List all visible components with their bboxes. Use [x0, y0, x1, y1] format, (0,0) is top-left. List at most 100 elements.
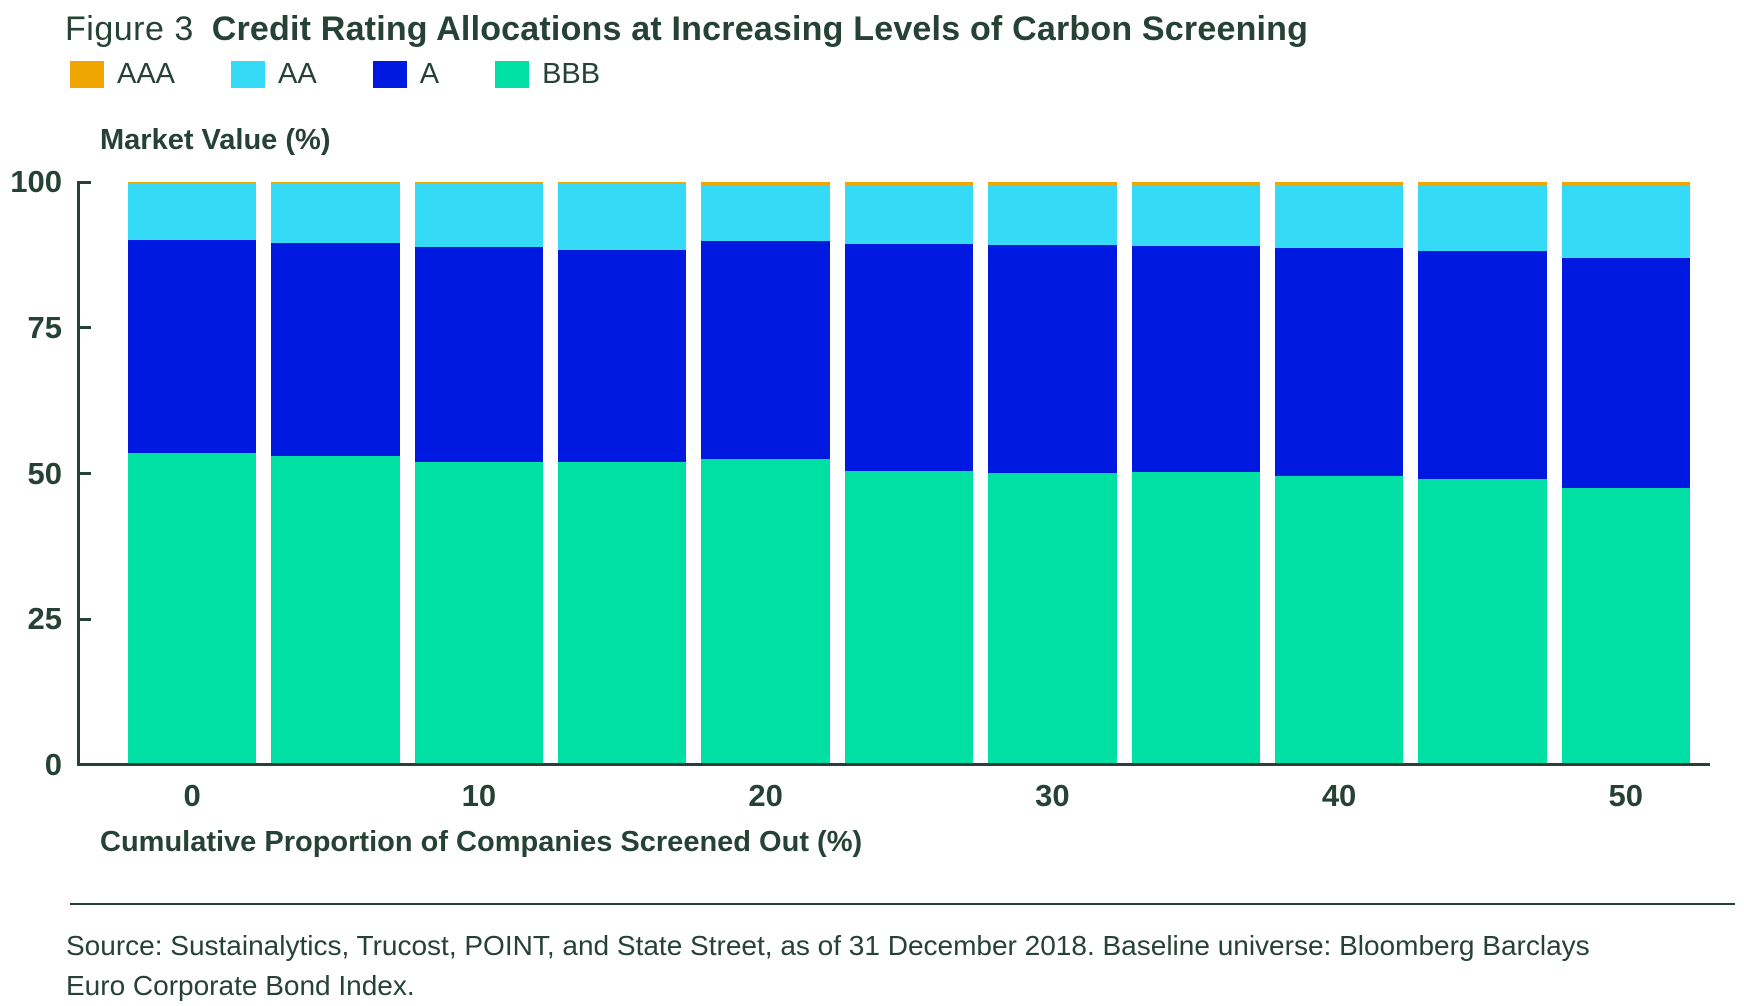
bar-x10-segment-a: [414, 246, 544, 462]
x-tick-label-20: 20: [748, 778, 783, 813]
bar-x20-segment-a: [701, 241, 830, 459]
y-tick-label-100: 100: [10, 164, 62, 199]
bar-x50-segment-aaa: [1561, 182, 1690, 187]
bar-x50-segment-aa: [1561, 186, 1690, 258]
x-tick-label-50: 50: [1608, 778, 1644, 813]
bar-x20: [701, 182, 830, 765]
x-tick-label-40: 40: [1321, 778, 1357, 813]
legend-label: AA: [278, 58, 317, 90]
bar-x15-segment-aa: [558, 184, 687, 250]
x-tick-label-empty: [1418, 778, 1546, 814]
legend-label: BBB: [542, 58, 601, 90]
bar-x30-segment-aa: [988, 184, 1117, 245]
x-tick-label-empty: [271, 778, 399, 814]
bar-x0: [128, 182, 257, 765]
bar-x5-segment-a: [271, 242, 400, 456]
bar-x25: [844, 182, 974, 765]
bar-x45-segment-a: [1418, 250, 1547, 480]
legend-item-aaa: AAA: [70, 58, 175, 91]
legend-label: AAA: [117, 58, 176, 90]
bar-x25-segment-bbb: [844, 471, 974, 765]
y-tick-label-75: 75: [27, 309, 62, 345]
bar-x15: [558, 182, 687, 765]
y-tick-label-0: 0: [44, 747, 62, 782]
bar-x20-segment-aa: [701, 184, 830, 242]
bar-x20-segment-bbb: [701, 458, 830, 765]
bar-x40-segment-bbb: [1274, 475, 1404, 765]
bar-x30-segment-aaa: [988, 182, 1117, 185]
bar-x45: [1418, 182, 1547, 765]
legend-item-a: A: [372, 58, 440, 91]
source-line-1: Source: Sustainalytics, Trucost, POINT, …: [66, 930, 1590, 961]
x-tick-label-30: 30: [1035, 778, 1070, 813]
y-tick-mark-25: [77, 617, 91, 621]
bar-x5: [271, 182, 400, 765]
bar-x40-segment-aa: [1274, 185, 1404, 248]
y-tick-mark-100: [77, 180, 91, 184]
bar-x25-segment-aaa: [844, 182, 974, 185]
bar-x0-segment-aa: [128, 184, 257, 241]
bar-x30-segment-a: [988, 244, 1117, 474]
bar-x30-segment-bbb: [988, 473, 1117, 765]
y-tick-labels: 100 75 50 25 0: [0, 165, 62, 782]
bar-x10-segment-bbb: [414, 461, 544, 765]
bar-x35-segment-bbb: [1131, 471, 1260, 765]
bar-x45-segment-aa: [1418, 185, 1547, 251]
bar-x45-segment-bbb: [1418, 479, 1547, 765]
figure-title: Credit Rating Allocations at Increasing …: [211, 10, 1309, 48]
x-tick-label-empty: [558, 778, 686, 814]
bar-x20-segment-aaa: [701, 182, 830, 185]
bar-x10-segment-aa: [414, 184, 544, 247]
figure-number: Figure 3: [65, 10, 194, 48]
bar-x50: [1561, 182, 1690, 765]
bar-x40-segment-a: [1274, 247, 1404, 476]
legend-swatch-aaa: [70, 61, 104, 88]
x-tick-label-0: 0: [183, 778, 201, 813]
bar-x15-segment-bbb: [558, 462, 687, 765]
bar-x45-segment-aaa: [1418, 182, 1547, 186]
legend: AAA AA A BBB: [70, 58, 600, 91]
bar-x0-segment-aaa: [128, 182, 257, 185]
bar-x0-segment-bbb: [128, 453, 257, 765]
bars: [128, 182, 1690, 765]
source-note: Source: Sustainalytics, Trucost, POINT, …: [66, 926, 1736, 1006]
source-line-2: Euro Corporate Bond Index.: [66, 969, 415, 1001]
bar-x15-segment-aaa: [558, 182, 687, 185]
x-tick-labels: 0 10 20 30 40 50: [128, 778, 1690, 814]
x-tick-label-empty: [1132, 778, 1260, 814]
bar-x35-segment-a: [1131, 246, 1260, 472]
bar-x30: [988, 182, 1117, 765]
bar-x25-segment-aa: [844, 184, 974, 245]
x-axis-line: [77, 763, 1710, 766]
bar-x40-segment-aaa: [1274, 182, 1404, 186]
y-tick-mark-75: [77, 326, 91, 330]
bar-x25-segment-a: [844, 244, 974, 472]
legend-item-aa: AA: [231, 58, 317, 91]
bar-x35: [1131, 182, 1260, 765]
x-tick-label-empty: [845, 778, 973, 814]
bar-x50-segment-bbb: [1561, 488, 1690, 765]
legend-swatch-bbb: [495, 61, 530, 88]
bar-x0-segment-a: [128, 240, 257, 454]
footer-divider: [70, 903, 1735, 905]
bar-x40: [1274, 182, 1404, 765]
x-tick-label-10: 10: [461, 778, 497, 813]
legend-item-bbb: BBB: [495, 58, 600, 91]
legend-label: A: [419, 58, 440, 90]
bar-x35-segment-aaa: [1131, 182, 1260, 186]
bar-x35-segment-aa: [1131, 185, 1260, 247]
y-axis-title: Market Value (%): [100, 124, 331, 156]
bar-x5-segment-aaa: [271, 182, 400, 185]
x-axis-title: Cumulative Proportion of Companies Scree…: [100, 826, 863, 858]
legend-swatch-aa: [231, 61, 266, 88]
bar-x5-segment-aa: [271, 184, 400, 243]
legend-swatch-a: [372, 61, 407, 88]
bar-x10: [414, 182, 544, 765]
figure-header: Figure 3 Credit Rating Allocations at In…: [65, 10, 1308, 49]
y-tick-mark-50: [77, 472, 91, 475]
bar-x5-segment-bbb: [271, 456, 400, 765]
y-tick-label-50: 50: [27, 455, 62, 491]
bar-x10-segment-aaa: [414, 182, 544, 185]
bar-x15-segment-a: [558, 249, 687, 463]
y-tick-label-25: 25: [27, 601, 62, 637]
